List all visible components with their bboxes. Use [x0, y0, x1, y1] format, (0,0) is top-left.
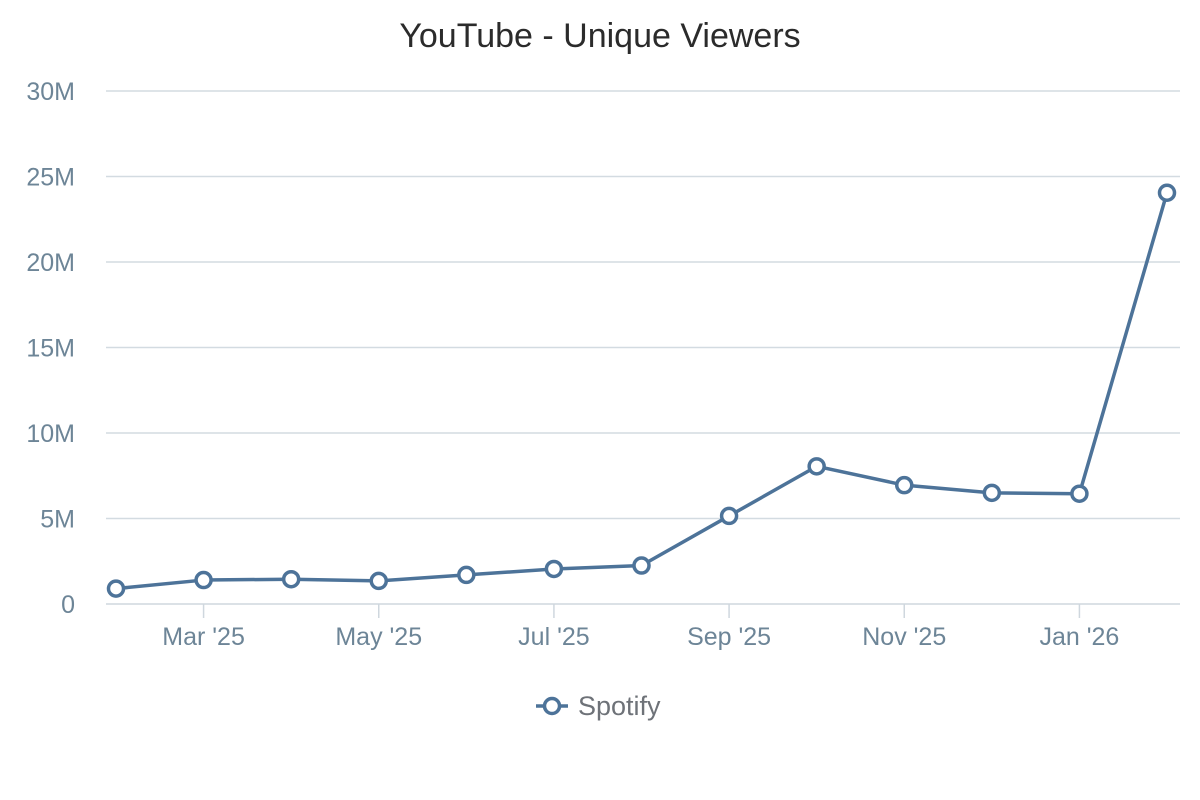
x-tick-label: May '25	[335, 623, 422, 651]
x-axis	[106, 603, 1180, 618]
data-point[interactable]	[106, 579, 126, 598]
data-point[interactable]	[194, 570, 213, 590]
legend-label[interactable]: Spotify	[578, 691, 661, 721]
x-tick-label: Jul '25	[518, 623, 589, 651]
y-tick-label: 0	[61, 591, 75, 619]
chart-title: YouTube - Unique Viewers	[399, 17, 800, 55]
data-point[interactable]	[1070, 484, 1089, 503]
y-tick-label: 15M	[26, 335, 75, 363]
legend[interactable]: Spotify	[536, 691, 661, 721]
x-axis-labels: Mar '25 May '25 Jul '25 Sep '25 Nov '25 Jan '…	[162, 623, 1119, 651]
data-point[interactable]	[544, 559, 564, 579]
legend-point-marker	[542, 696, 562, 716]
data-point[interactable]	[807, 457, 826, 476]
data-point[interactable]	[895, 475, 914, 495]
x-tick-label: Nov '25	[862, 623, 946, 651]
data-point[interactable]	[632, 556, 651, 575]
x-tick-label: Jan '26	[1039, 623, 1119, 651]
data-point[interactable]	[281, 569, 301, 589]
data-point[interactable]	[457, 565, 476, 585]
y-tick-label: 20M	[26, 249, 75, 277]
y-tick-label: 30M	[26, 78, 75, 106]
y-axis-labels: 0 5M 10M 15M 20M 25M 30M	[26, 78, 75, 619]
y-tick-label: 5M	[40, 506, 75, 534]
data-point[interactable]	[369, 571, 388, 591]
series-line	[114, 190, 1169, 591]
x-tick-label: Mar '25	[162, 623, 245, 651]
data-point[interactable]	[982, 483, 1002, 503]
x-tick-label: Sep '25	[687, 623, 771, 651]
series-spotify	[106, 183, 1177, 598]
data-point[interactable]	[719, 506, 739, 526]
y-tick-label: 25M	[26, 164, 75, 192]
data-point[interactable]	[1157, 183, 1177, 202]
gridlines	[106, 90, 1180, 520]
y-tick-label: 10M	[26, 420, 75, 448]
